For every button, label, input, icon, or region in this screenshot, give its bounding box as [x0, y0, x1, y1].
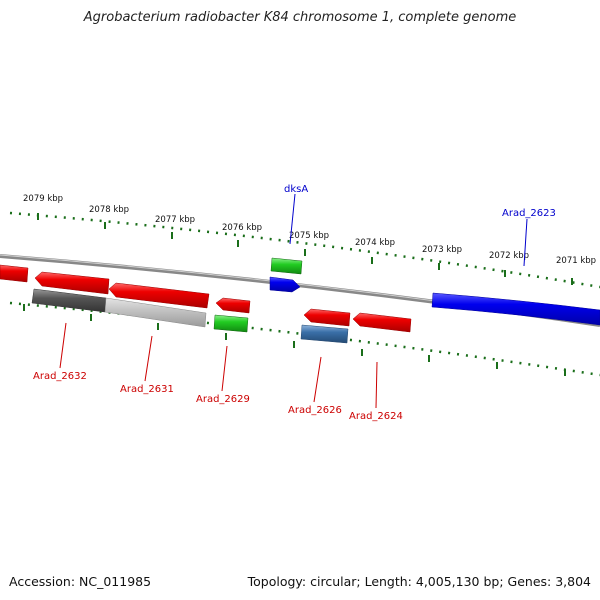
gene-label-arad-2624[interactable]: Arad_2624 [349, 411, 403, 422]
gene-label-arad-2631[interactable]: Arad_2631 [120, 384, 174, 395]
map-title: Agrobacterium radiobacter K84 chromosome… [83, 10, 517, 25]
tick-label-2074: 2074 kbp [355, 238, 395, 248]
gene-label-arad-2629[interactable]: Arad_2629 [196, 394, 250, 405]
tick-label-2079: 2079 kbp [23, 194, 63, 204]
tick-label-2071: 2071 kbp [556, 256, 596, 266]
red-leader-lines [59, 322, 378, 409]
gene-rna-2629[interactable] [213, 314, 249, 333]
gene-reverse-2624[interactable] [352, 312, 412, 333]
gene-label-arad-2623[interactable]: Arad_2623 [502, 208, 556, 219]
gene-rna-dksA-region[interactable] [270, 257, 303, 275]
tick-label-2077: 2077 kbp [155, 215, 195, 225]
gene-label-dksA[interactable]: dksA [284, 184, 308, 195]
inner-major-ticks [23, 304, 566, 376]
tick-label-2078: 2078 kbp [89, 205, 129, 215]
tick-label-2076: 2076 kbp [222, 223, 262, 233]
gene-label-arad-2626[interactable]: Arad_2626 [288, 405, 342, 416]
gene-reverse-2631-upper[interactable] [108, 282, 210, 309]
tick-label-2073: 2073 kbp [422, 245, 462, 255]
gene-forward-dksA[interactable] [269, 276, 301, 293]
accession-text: Accession: NC_011985 [9, 574, 152, 589]
outer-tick-track [9, 211, 600, 289]
gene-pseudo-2631[interactable] [104, 297, 207, 328]
blue-leader-lines [289, 193, 528, 267]
genome-summary-text: Topology: circular; Length: 4,005,130 bp… [247, 574, 591, 589]
outer-major-ticks [37, 213, 573, 285]
gene-reverse-2629-upper[interactable] [215, 297, 251, 314]
gene-label-arad-2632[interactable]: Arad_2632 [33, 371, 87, 382]
gene-reverse-left-edge[interactable] [0, 264, 29, 283]
gene-forward-2623[interactable] [431, 292, 600, 326]
gene-reverse-2626-upper[interactable] [303, 308, 351, 327]
tick-label-2072: 2072 kbp [489, 251, 529, 261]
tick-label-2075: 2075 kbp [289, 231, 329, 241]
inner-tick-track [9, 301, 600, 377]
gene-other-2626[interactable] [300, 324, 349, 344]
gene-reverse-2632-upper[interactable] [34, 271, 110, 295]
